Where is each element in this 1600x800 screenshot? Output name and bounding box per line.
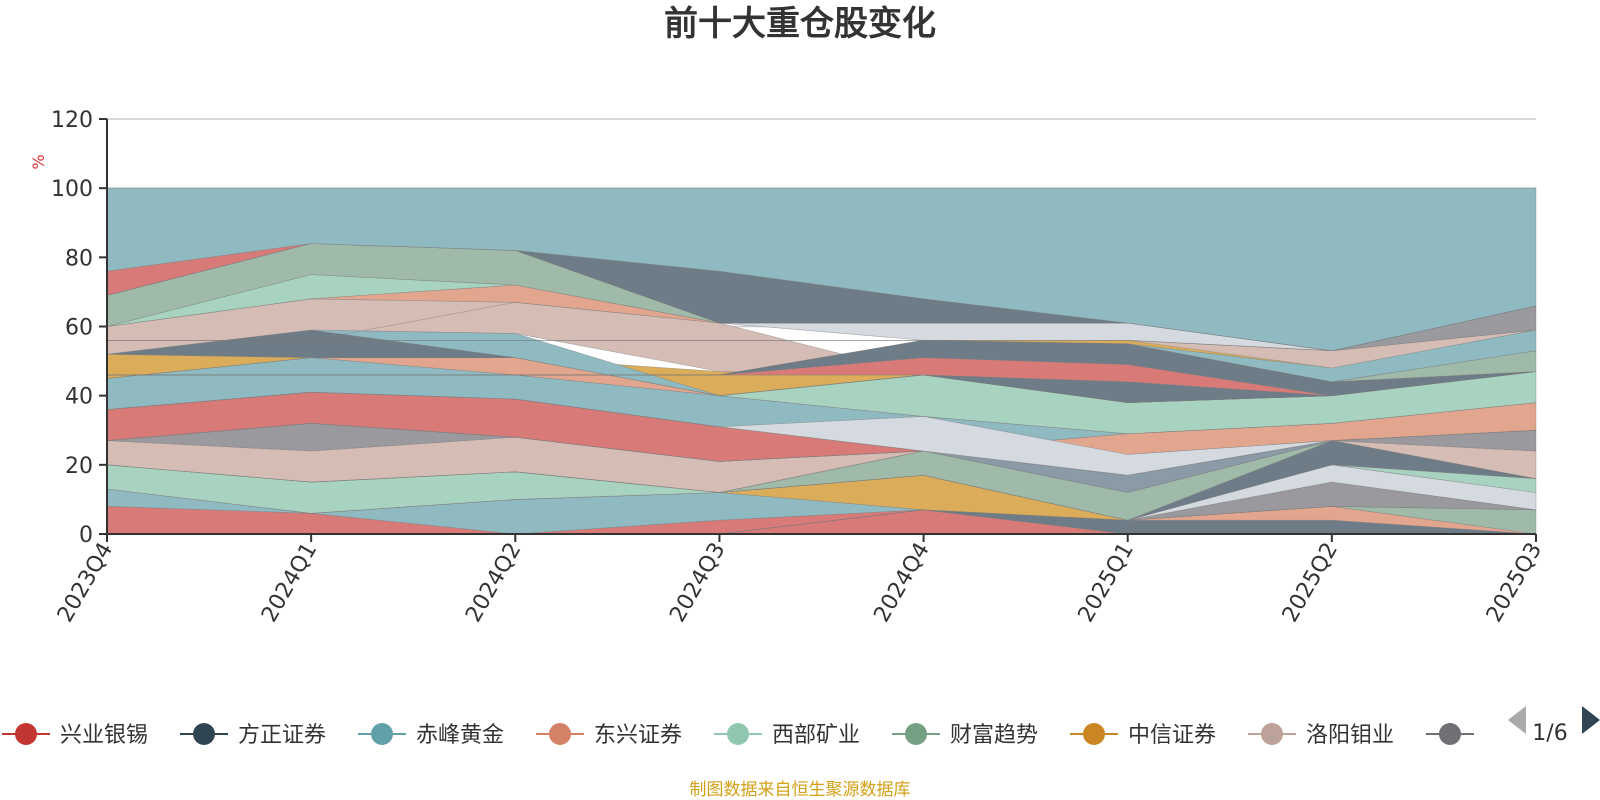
y-tick-label: 60	[65, 316, 93, 341]
legend-marker-icon	[727, 723, 749, 745]
legend-page-indicator: 1/6	[1532, 721, 1567, 746]
legend-item[interactable]: 赤峰黄金	[358, 723, 504, 748]
legend-marker-icon	[193, 723, 215, 745]
legend-label: 兴业银锡	[60, 723, 148, 748]
legend-item[interactable]: 兴业银锡	[2, 723, 148, 748]
legend-item[interactable]: 东兴证券	[536, 723, 682, 748]
legend-marker-icon	[1439, 723, 1461, 745]
legend-item[interactable]: 西部矿业	[714, 723, 860, 748]
chart-title: 前十大重仓股变化	[664, 4, 936, 44]
legend-label: 东兴证券	[594, 723, 682, 748]
y-tick-label: 20	[65, 454, 93, 479]
y-axis-unit: %	[29, 154, 48, 169]
legend-marker-icon	[1261, 723, 1283, 745]
legend-marker-icon	[549, 723, 571, 745]
y-tick-label: 100	[51, 177, 93, 202]
y-tick-label: 80	[65, 246, 93, 271]
legend-item[interactable]: 洛阳钼业	[1248, 723, 1394, 748]
legend-marker-icon	[1083, 723, 1105, 745]
legend-item[interactable]	[1426, 723, 1474, 745]
legend-marker-icon	[371, 723, 393, 745]
legend-marker-icon	[15, 723, 37, 745]
area-band	[107, 305, 1537, 352]
x-tick-label: 2024Q1	[257, 539, 322, 627]
legend-label: 洛阳钼业	[1306, 723, 1394, 748]
x-tick-label: 2025Q1	[1074, 539, 1139, 627]
x-tick-label: 2024Q3	[665, 539, 730, 627]
legend-marker-icon	[905, 723, 927, 745]
legend-prev-icon[interactable]	[1508, 706, 1526, 734]
x-tick-label: 2023Q4	[53, 539, 118, 627]
legend-label: 财富趋势	[950, 723, 1038, 748]
area-band	[106, 187, 1537, 352]
legend-item[interactable]: 方正证券	[180, 723, 326, 748]
x-tick-label: 2024Q4	[869, 539, 934, 627]
y-tick-label: 120	[51, 108, 93, 133]
area-band	[106, 402, 1537, 462]
legend-item[interactable]: 中信证券	[1070, 723, 1216, 748]
legend: 兴业银锡 方正证券 赤峰黄金 东兴证券 西部矿业 财富趋势 中信证券 洛阳钼业	[2, 723, 1474, 748]
legend-next-icon[interactable]	[1582, 706, 1600, 734]
area-bands	[106, 187, 1537, 535]
y-tick-label: 40	[65, 385, 93, 410]
legend-item[interactable]: 财富趋势	[892, 723, 1038, 748]
x-tick-label: 2025Q2	[1278, 539, 1343, 627]
y-tick-label: 0	[79, 523, 93, 548]
legend-label: 西部矿业	[772, 723, 860, 748]
legend-label: 方正证券	[238, 723, 326, 748]
legend-pager: 1/6	[1508, 706, 1600, 746]
x-tick-label: 2025Q3	[1482, 539, 1547, 627]
legend-label: 中信证券	[1128, 723, 1216, 748]
area-band	[106, 440, 1537, 493]
x-tick-label: 2024Q2	[461, 539, 526, 627]
area-band	[106, 391, 1537, 476]
legend-label: 赤峰黄金	[416, 723, 504, 748]
source-note: 制图数据来自恒生聚源数据库	[690, 780, 911, 800]
